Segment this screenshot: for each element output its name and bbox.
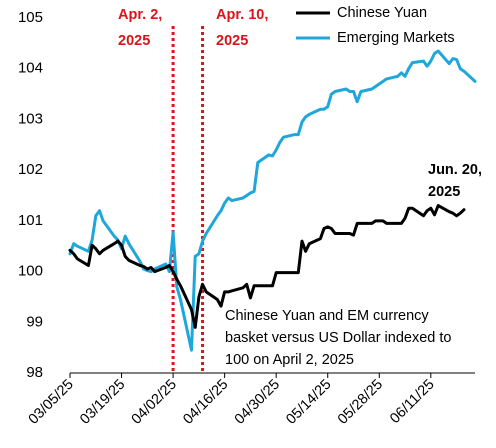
x-axis-ticks: 03/05/25 03/19/25 04/02/25 04/16/25 04/30/25… [26,373,438,428]
event-label-apr10-line1: Apr. 10, [216,7,268,23]
chart-note-line1: Chinese Yuan and EM currency [225,308,429,324]
series-line-chinese-yuan [68,204,466,329]
x-tick-label: 05/14/25 [283,377,334,428]
x-tick-label: 03/19/25 [77,377,128,428]
legend-label-emerging-markets: Emerging Markets [337,30,455,46]
event-label-apr2-line2: 2025 [118,33,150,49]
x-tick-label: 05/28/25 [335,377,386,428]
x-tick-label: 04/30/25 [232,377,283,428]
event-label-apr2-line1: Apr. 2, [118,7,162,23]
end-date-label-line2: 2025 [428,184,460,200]
y-tick-label: 102 [18,161,43,178]
legend: Chinese Yuan Emerging Markets [296,5,455,46]
chart-note-line3: 100 on April 2, 2025 [225,352,354,368]
series-lines [68,49,477,352]
y-tick-label: 103 [18,110,43,127]
chart-note-line2: basket versus US Dollar indexed to [225,330,451,346]
y-tick-label: 99 [26,313,43,330]
event-label-apr10-line2: 2025 [216,33,248,49]
x-tick-label: 04/16/25 [180,377,231,428]
x-tick-label: 03/05/25 [26,377,77,428]
y-axis-ticks: 98 99 100 101 102 103 104 105 [18,9,43,381]
legend-label-chinese-yuan: Chinese Yuan [337,5,427,21]
series-line-emerging-markets [68,49,477,352]
y-tick-label: 101 [18,212,43,229]
x-tick-label: 06/11/25 [387,377,437,427]
end-date-label-line1: Jun. 20, [428,162,482,178]
event-lines [171,26,205,373]
y-tick-label: 105 [18,9,43,26]
y-tick-label: 100 [18,263,43,280]
x-tick-label: 04/02/25 [129,377,180,428]
y-tick-label: 104 [18,60,43,77]
y-tick-label: 98 [26,364,43,381]
